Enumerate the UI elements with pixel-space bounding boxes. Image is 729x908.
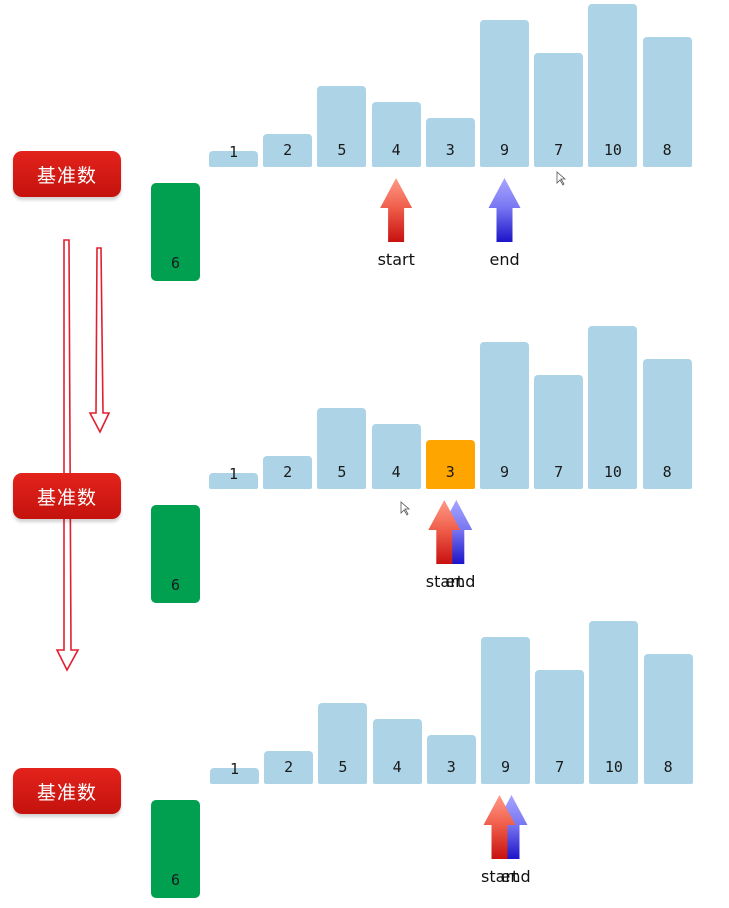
start-pointer-label: start — [425, 572, 464, 591]
pivot-value: 6 — [170, 254, 181, 272]
pivot-value: 6 — [170, 576, 181, 594]
pivot-label-button[interactable]: 基准数 — [13, 768, 121, 814]
cursor-icon — [556, 171, 567, 186]
end-pointer-arrow — [488, 178, 521, 242]
cursor-icon — [400, 501, 411, 516]
start-pointer-label: start — [481, 867, 519, 886]
end-pointer-label: end — [445, 572, 476, 591]
pivot-label-button[interactable]: 基准数 — [13, 151, 121, 197]
pivot-value-box: 6 — [151, 505, 200, 603]
end-pointer-label: end — [500, 867, 531, 886]
start-pointer-arrow — [380, 178, 413, 242]
pivot-label-button[interactable]: 基准数 — [13, 473, 121, 519]
start-pointer-label: start — [377, 250, 415, 269]
start-pointer-arrow — [483, 795, 516, 859]
flow-arrow-short — [88, 247, 111, 434]
end-pointer-label: end — [489, 250, 520, 269]
start-pointer-arrow — [428, 500, 461, 564]
pivot-value: 6 — [170, 871, 181, 889]
flow-arrow-long — [55, 239, 80, 672]
pivot-value-box: 6 — [151, 183, 200, 281]
pivot-value-box: 6 — [151, 800, 200, 898]
